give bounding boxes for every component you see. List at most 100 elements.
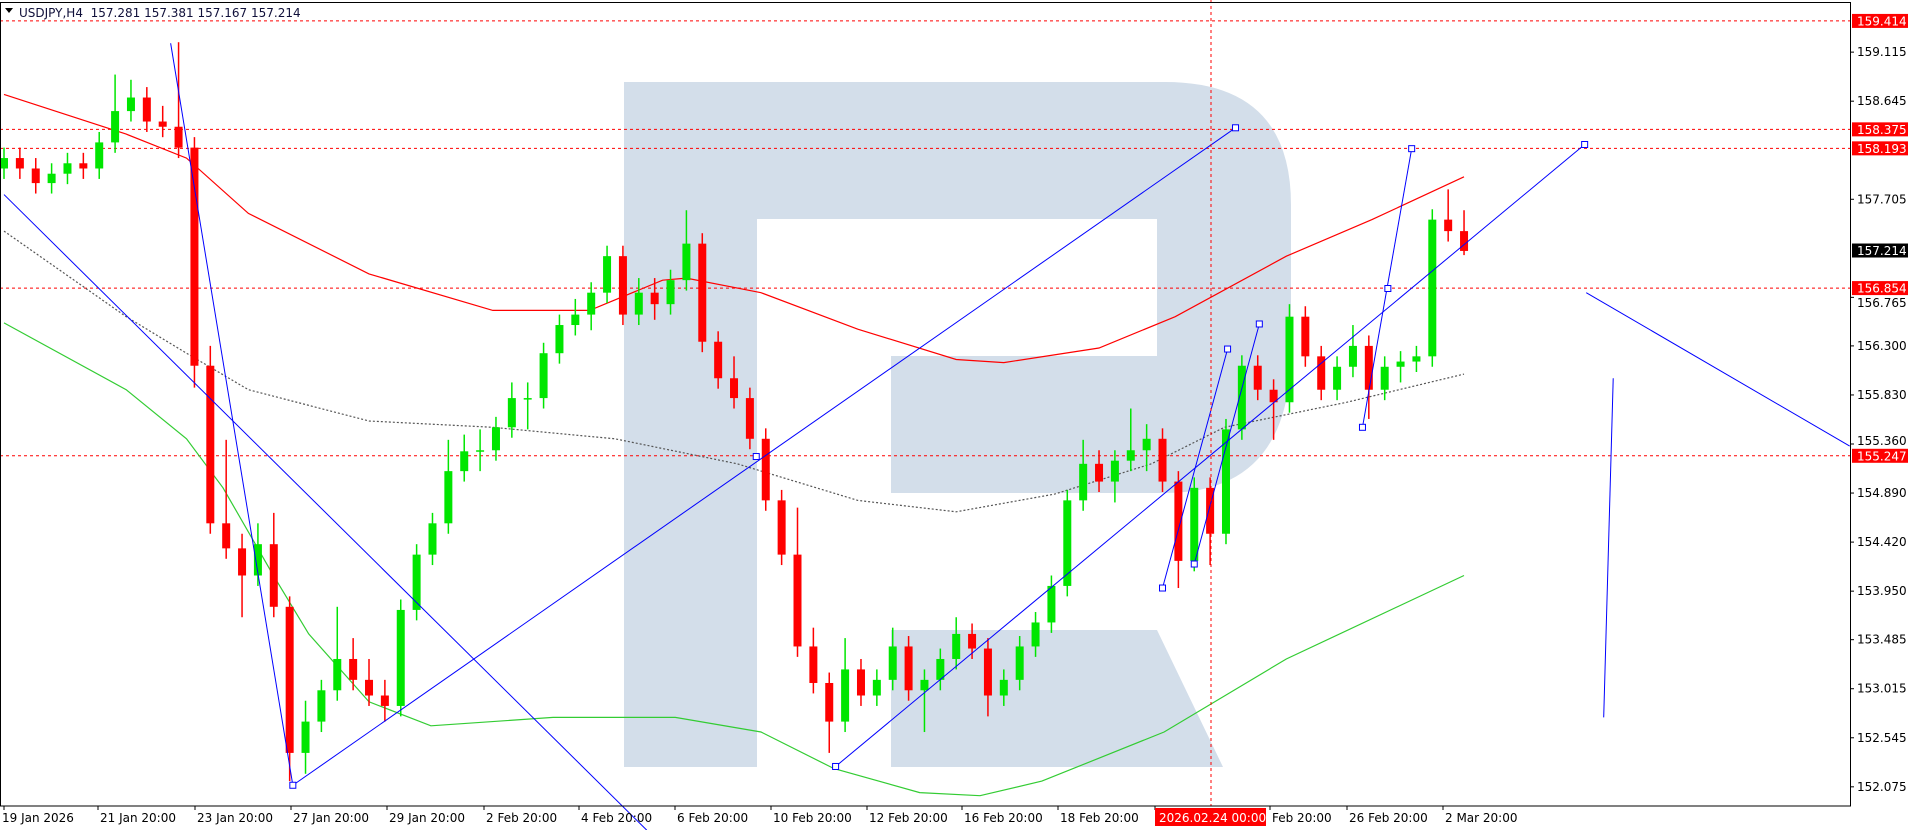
candle-body — [1174, 481, 1183, 561]
y-tick-label: 154.890 — [1857, 486, 1907, 500]
level-price-label-bg — [1852, 448, 1908, 463]
candle-bearish — [158, 105, 167, 138]
trendline[interactable] — [1603, 378, 1614, 718]
candle-body — [317, 690, 326, 722]
candle-body — [1348, 345, 1357, 367]
candle-bearish — [285, 596, 294, 782]
candle-bearish — [1158, 428, 1167, 493]
candle-body — [872, 679, 881, 696]
candle-body — [666, 280, 675, 305]
trendline-anchor-handle[interactable] — [1232, 124, 1240, 132]
current-price-label: 157.214 — [1857, 244, 1907, 258]
candle-body — [1364, 345, 1373, 390]
candle-bearish — [714, 331, 723, 389]
candle-bearish — [79, 152, 88, 179]
level-price-label: 155.247 — [1857, 449, 1907, 463]
x-tick-label: Feb 20:00 — [1272, 811, 1332, 825]
x-tick-label: 4 Feb 20:00 — [581, 811, 652, 825]
candle-bearish — [15, 147, 24, 179]
candle-body — [190, 147, 199, 366]
candle-body — [380, 695, 389, 706]
candle-bearish — [142, 87, 151, 132]
trendline-anchor-handle[interactable] — [1384, 285, 1392, 293]
candle-bearish — [761, 428, 770, 511]
candle-bearish — [1269, 379, 1278, 440]
trendline[interactable] — [1162, 348, 1229, 589]
candle-bullish — [1142, 424, 1151, 472]
candle-bullish — [936, 648, 945, 691]
trendline-anchor-handle[interactable] — [1190, 560, 1198, 568]
trendline-anchor-handle[interactable] — [1358, 423, 1366, 431]
candle-body — [1412, 356, 1421, 362]
candle-body — [983, 648, 992, 696]
ohlc-low: 157.167 — [198, 6, 248, 20]
trendline-anchor-handle[interactable] — [1224, 345, 1232, 353]
candle-body — [111, 111, 120, 143]
candle-body — [634, 292, 643, 315]
y-tick-label: 153.950 — [1857, 584, 1907, 598]
moving-average-red — [3, 93, 1465, 364]
candle-bullish — [95, 131, 104, 179]
watermark-logo — [624, 82, 1291, 767]
y-tick-label: 157.705 — [1857, 192, 1907, 206]
candle-bullish — [333, 606, 342, 701]
candle-body — [809, 646, 818, 683]
trendline-anchor-handle[interactable] — [1581, 140, 1589, 148]
trendline-anchor-handle[interactable] — [1255, 320, 1263, 328]
trendline[interactable] — [3, 194, 648, 830]
candle-body — [1142, 438, 1151, 451]
candle-body — [745, 398, 754, 439]
candle-bullish — [428, 512, 437, 566]
candle-bearish — [365, 658, 374, 706]
chart-header: USDJPY,H4 157.281 157.381 157.167 157.21… — [5, 6, 301, 20]
candle-body — [174, 126, 183, 148]
candle-body — [1031, 622, 1040, 647]
candle-body — [952, 633, 961, 659]
x-tick-label: 12 Feb 20:00 — [869, 811, 948, 825]
trendline-anchor-handle[interactable] — [1408, 145, 1416, 153]
candle-body — [222, 523, 231, 549]
current-price-label-bg — [1852, 243, 1908, 258]
candle-bearish — [1095, 450, 1104, 493]
candle-body — [365, 679, 374, 696]
candle-bearish — [349, 638, 358, 691]
watermark-r-bowl — [624, 82, 1291, 767]
candle-body — [888, 646, 897, 680]
trendline[interactable] — [170, 43, 294, 786]
trendline[interactable] — [1585, 292, 1850, 447]
header-line: USDJPY,H4 157.281 157.381 157.167 157.21… — [19, 6, 301, 20]
trendline-anchor-handle[interactable] — [1159, 584, 1167, 592]
candle-body — [1158, 438, 1167, 482]
candle-bearish — [206, 345, 215, 534]
candle-bearish — [31, 158, 40, 194]
candle-bearish — [745, 387, 754, 450]
level-price-label: 158.375 — [1857, 123, 1907, 137]
candle-bullish — [111, 74, 120, 153]
trendline[interactable] — [292, 127, 1236, 786]
triangle-down-icon[interactable] — [5, 8, 13, 13]
x-tick-label: 6 Feb 20:00 — [677, 811, 748, 825]
candle-bearish — [1317, 345, 1326, 401]
candle-bullish — [1047, 575, 1056, 633]
trendline-anchor-handle[interactable] — [752, 453, 760, 461]
candle-body — [79, 163, 88, 169]
trendline[interactable] — [835, 144, 1585, 767]
level-price-label-bg — [1852, 13, 1908, 28]
y-tick-label: 155.360 — [1857, 434, 1907, 448]
trendline-anchor-handle[interactable] — [289, 781, 297, 789]
crosshair-time-label: 2026.02.24 00:00 — [1155, 808, 1266, 826]
candle-body — [31, 168, 40, 184]
candle-bullish — [1079, 439, 1088, 511]
x-tick-label: 10 Feb 20:00 — [773, 811, 852, 825]
trendline[interactable] — [1193, 323, 1260, 565]
trendline-anchor-handle[interactable] — [832, 762, 840, 770]
ohlc-high: 157.381 — [144, 6, 194, 20]
candle-body — [1460, 231, 1469, 251]
candle-body — [95, 142, 104, 169]
candle-body — [730, 378, 739, 399]
x-tick-label: 2 Mar 20:00 — [1445, 811, 1518, 825]
moving-average-dotted — [3, 230, 1465, 513]
candle-bullish — [841, 638, 850, 733]
candle-bearish — [730, 356, 739, 409]
